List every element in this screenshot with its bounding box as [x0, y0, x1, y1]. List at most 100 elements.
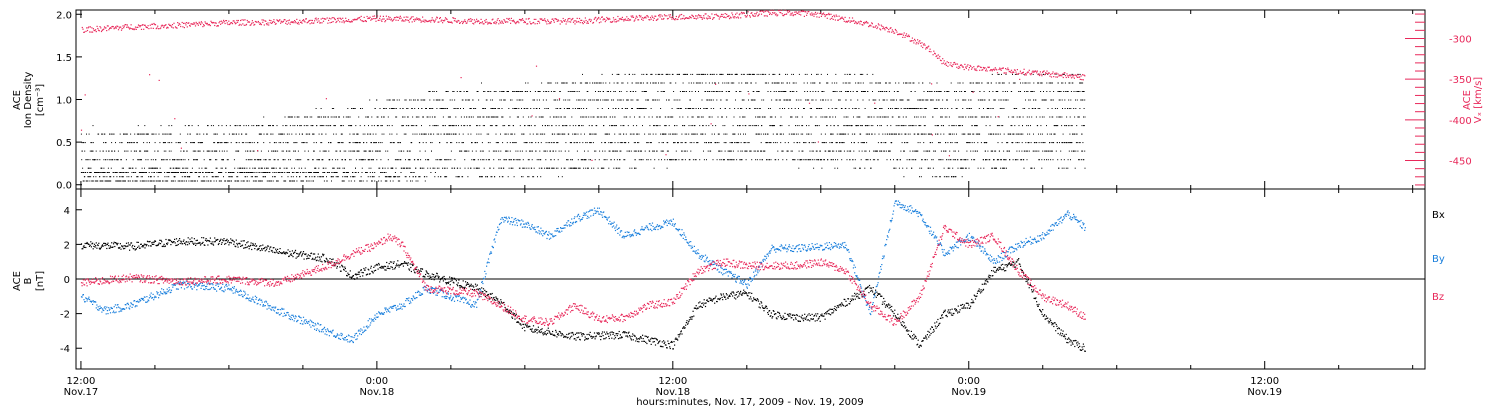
density-point [452, 168, 453, 169]
density-point [356, 142, 357, 143]
density-point [565, 168, 566, 169]
density-point [491, 108, 492, 109]
density-point [573, 83, 574, 84]
density-point [486, 100, 487, 101]
density-point [309, 176, 310, 177]
density-point [712, 134, 713, 135]
density-point [473, 117, 474, 118]
density-point [360, 159, 361, 160]
density-point [613, 168, 614, 169]
density-point [398, 142, 399, 143]
density-point [238, 168, 239, 169]
density-point [780, 142, 781, 143]
density-point [869, 117, 870, 118]
density-point [733, 151, 734, 152]
density-point [931, 159, 932, 160]
density-point [892, 100, 893, 101]
density-point [194, 142, 195, 143]
density-point [673, 134, 674, 135]
density-point [441, 108, 442, 109]
density-point [871, 125, 872, 126]
density-point [690, 151, 691, 152]
density-point [884, 151, 885, 152]
density-point [218, 125, 219, 126]
density-point [130, 168, 131, 169]
density-point [494, 117, 495, 118]
density-point [431, 108, 432, 109]
density-point [326, 125, 327, 126]
density-point [396, 168, 397, 169]
density-point [169, 134, 170, 135]
density-point [446, 176, 447, 177]
density-point [557, 100, 558, 101]
density-point [823, 91, 824, 92]
density-point [1027, 151, 1028, 152]
density-point [85, 142, 86, 143]
density-point [578, 100, 579, 101]
density-point [179, 168, 180, 169]
density-point [103, 168, 104, 169]
density-point [908, 108, 909, 109]
density-point [744, 74, 745, 75]
density-point [533, 134, 534, 135]
density-point [709, 100, 710, 101]
density-point [952, 168, 953, 169]
density-point [1003, 168, 1004, 169]
density-point [914, 117, 915, 118]
density-point [457, 168, 458, 169]
density-point [454, 159, 455, 160]
density-point [739, 83, 740, 84]
density-point [391, 142, 392, 143]
density-point [932, 142, 933, 143]
density-point [303, 142, 304, 143]
density-point [143, 181, 144, 182]
density-point [287, 168, 288, 169]
density-point [866, 151, 867, 152]
density-point [238, 134, 239, 135]
density-point [858, 83, 859, 84]
density-point [358, 134, 359, 135]
density-point [835, 159, 836, 160]
density-point [366, 172, 367, 173]
density-point [114, 159, 115, 160]
density-point [518, 117, 519, 118]
density-point [884, 91, 885, 92]
density-point [924, 134, 925, 135]
density-point [1046, 151, 1047, 152]
density-point [269, 125, 270, 126]
density-point [749, 142, 750, 143]
density-point [119, 176, 120, 177]
density-point [590, 100, 591, 101]
density-point [842, 108, 843, 109]
density-point [836, 151, 837, 152]
density-point [126, 172, 127, 173]
density-point [153, 159, 154, 160]
density-point [227, 181, 228, 182]
density-point [410, 172, 411, 173]
density-point [209, 172, 210, 173]
density-point [272, 168, 273, 169]
density-point [407, 181, 408, 182]
density-point [785, 142, 786, 143]
density-point [250, 172, 251, 173]
density-point [292, 172, 293, 173]
density-point [768, 108, 769, 109]
density-point [607, 91, 608, 92]
density-point [977, 134, 978, 135]
density-point [817, 125, 818, 126]
density-point [737, 74, 738, 75]
density-point [103, 159, 104, 160]
density-point [226, 125, 227, 126]
density-point [585, 83, 586, 84]
density-point [983, 159, 984, 160]
density-point [704, 159, 705, 160]
density-point [434, 125, 435, 126]
density-point [557, 117, 558, 118]
density-point [404, 117, 405, 118]
density-point [416, 125, 417, 126]
density-point [185, 125, 186, 126]
density-point [999, 125, 1000, 126]
density-point [159, 142, 160, 143]
density-point [1047, 134, 1048, 135]
density-point [509, 159, 510, 160]
